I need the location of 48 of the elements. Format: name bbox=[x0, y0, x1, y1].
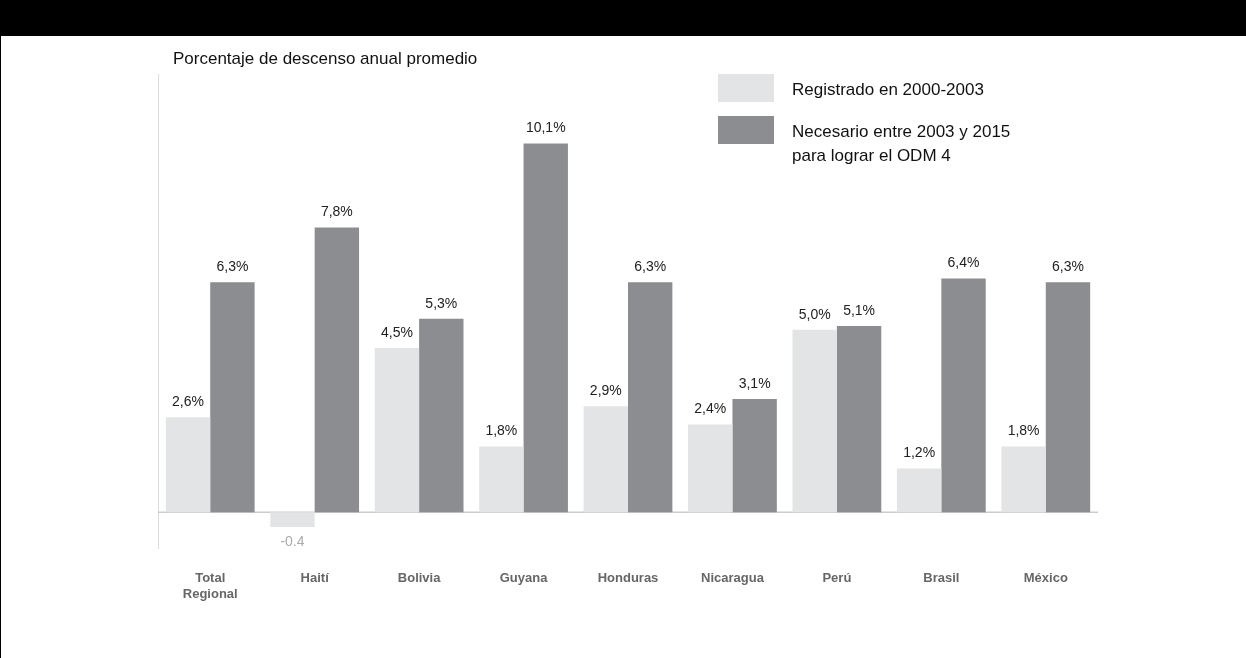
data-label: 2,6% bbox=[172, 393, 204, 410]
bar bbox=[941, 278, 986, 513]
x-tick-label: Bolivia bbox=[397, 570, 442, 586]
bar bbox=[374, 347, 420, 513]
bar bbox=[896, 468, 942, 513]
bar bbox=[165, 417, 211, 513]
data-label: 5,0% bbox=[798, 305, 831, 322]
data-label: 5,3% bbox=[425, 294, 458, 311]
x-tick-label: México bbox=[1023, 570, 1068, 586]
bar bbox=[836, 326, 882, 513]
bar bbox=[479, 446, 524, 513]
legend-label: Necesario entre 2003 y 2015 para lograr el ODM 4 bbox=[792, 121, 1012, 167]
bar bbox=[419, 318, 464, 513]
data-label: 6,3% bbox=[634, 258, 667, 275]
bar bbox=[1045, 282, 1091, 513]
x-tick-label: Brasil bbox=[923, 570, 960, 586]
data-label: 2,9% bbox=[589, 382, 622, 399]
data-label: 5,1% bbox=[843, 301, 876, 318]
x-tick-label: Perú bbox=[822, 570, 852, 586]
bar bbox=[314, 227, 360, 513]
x-tick-label: Total Regional bbox=[182, 570, 238, 601]
data-label: 4,5% bbox=[380, 323, 413, 340]
bar bbox=[628, 282, 673, 513]
data-label: 1,2% bbox=[903, 444, 936, 461]
bar bbox=[688, 424, 733, 513]
data-label: 10,1% bbox=[525, 119, 566, 136]
x-tick-label: Haití bbox=[300, 570, 330, 586]
data-label: 6,4% bbox=[947, 254, 980, 271]
data-label: 2,4% bbox=[694, 400, 727, 417]
data-label: -0.4 bbox=[280, 532, 305, 549]
x-tick-label: Honduras bbox=[597, 570, 659, 586]
data-label: 6,3% bbox=[1052, 258, 1084, 275]
x-tick-label: Nicaragua bbox=[701, 570, 765, 586]
bar bbox=[583, 406, 628, 513]
data-label: 6,3% bbox=[216, 258, 249, 275]
x-tick-label: Guyana bbox=[499, 570, 549, 586]
bar bbox=[792, 329, 837, 513]
data-label: 7,8% bbox=[320, 203, 353, 220]
data-label: 1,8% bbox=[1007, 422, 1040, 439]
bar bbox=[1001, 446, 1046, 513]
data-label: 3,1% bbox=[738, 374, 771, 391]
y-axis-title: Porcentaje de descenso anual promedio bbox=[173, 49, 478, 69]
legend-label: Registrado en 2000-2003 bbox=[792, 79, 984, 101]
data-label: 1,8% bbox=[485, 422, 518, 439]
bar bbox=[270, 512, 315, 527]
bar bbox=[732, 399, 777, 513]
bar bbox=[210, 282, 255, 513]
bar bbox=[523, 143, 568, 513]
